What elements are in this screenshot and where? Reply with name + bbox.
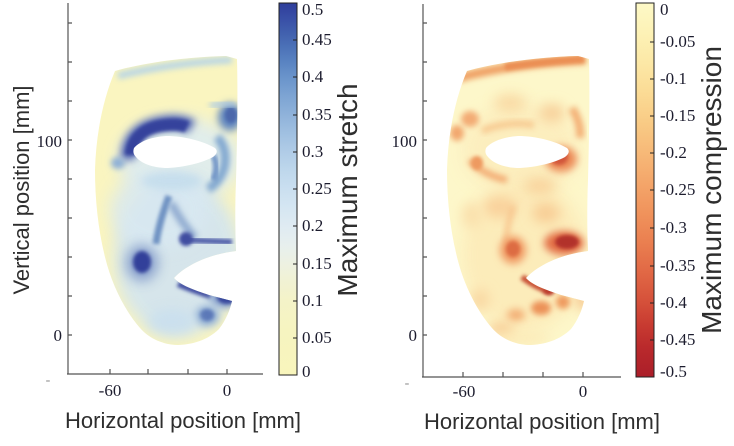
right-ytick-0: 0 xyxy=(408,326,418,345)
comp-cb-tick-0.25: -0.25 xyxy=(660,180,696,199)
comp-cb-tick-0.3: -0.3 xyxy=(660,218,687,237)
comp-cb-tick-0.4: -0.4 xyxy=(660,293,687,312)
comp-cb-tick-0.2: -0.2 xyxy=(660,143,687,162)
stretch-cb-tick-0.3: 0.3 xyxy=(302,142,324,161)
stretch-cb-tick-0: 0 xyxy=(302,362,311,381)
left-xtick-0: 0 xyxy=(222,381,232,400)
stretch-cb-tick-0.45: 0.45 xyxy=(302,30,332,49)
right-x-axis-label: Horizontal position [mm] xyxy=(424,409,660,434)
stretch-colorbar xyxy=(278,2,298,376)
left-y-axis-label: Vertical position [mm] xyxy=(9,85,34,295)
stretch-cb-tick-0.5: 0.5 xyxy=(302,0,324,19)
left-ytick-100: 100 xyxy=(36,132,63,151)
comp-cb-tick-0.1: -0.1 xyxy=(660,69,687,88)
stretch-cb-tick-0.15: 0.15 xyxy=(302,254,332,273)
comp-cb-tick-0: 0 xyxy=(660,0,669,19)
right-plot-axes xyxy=(422,4,621,378)
compression-heatmap-face xyxy=(447,56,590,345)
left-clipped-tick-mark: - xyxy=(45,373,51,388)
comp-cb-tick-0.35: -0.35 xyxy=(660,256,696,275)
comp-cb-tick-0.05: -0.05 xyxy=(660,32,696,51)
comp-cb-tick-0.45: -0.45 xyxy=(660,330,696,349)
right-ytick-100: 100 xyxy=(391,132,418,151)
comp-cb-tick-0.5: -0.5 xyxy=(660,362,687,381)
stretch-cb-tick-0.2: 0.2 xyxy=(302,216,324,235)
right-clipped-tick-mark: - xyxy=(404,376,410,391)
stretch-heatmap-face xyxy=(95,56,238,345)
stretch-cb-tick-0.05: 0.05 xyxy=(302,328,332,347)
left-x-axis-label: Horizontal position [mm] xyxy=(65,408,301,433)
stretch-colorbar-title: Maximum stretch xyxy=(332,83,363,297)
stretch-cb-tick-0.1: 0.1 xyxy=(302,291,324,310)
left-ytick-0: 0 xyxy=(53,326,63,345)
right-xtick-0: 0 xyxy=(578,382,588,401)
compression-colorbar xyxy=(635,2,655,378)
right-xtick-neg60: -60 xyxy=(452,382,476,401)
compression-colorbar-title: Maximum compression xyxy=(696,46,727,334)
comp-cb-tick-0.15: -0.15 xyxy=(660,106,696,125)
stretch-cb-tick-0.35: 0.35 xyxy=(302,105,332,124)
stretch-cb-tick-0.4: 0.4 xyxy=(302,67,324,86)
left-xtick-neg60: -60 xyxy=(98,381,122,400)
left-plot-axes xyxy=(67,3,263,375)
stretch-cb-tick-0.25: 0.25 xyxy=(302,179,332,198)
